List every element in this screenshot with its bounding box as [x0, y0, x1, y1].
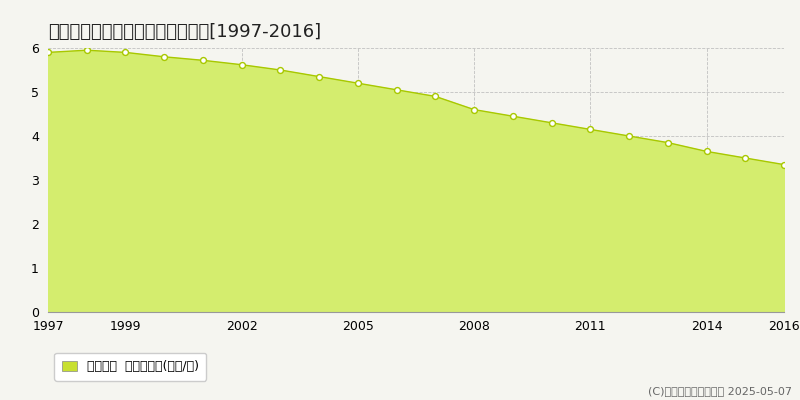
- Point: [42, 49, 54, 56]
- Point: [662, 140, 674, 146]
- Point: [274, 67, 287, 73]
- Point: [545, 120, 558, 126]
- Point: [351, 80, 364, 86]
- Point: [158, 54, 170, 60]
- Point: [80, 47, 93, 53]
- Point: [622, 133, 635, 139]
- Point: [700, 148, 713, 155]
- Point: [506, 113, 519, 119]
- Point: [584, 126, 597, 132]
- Point: [235, 62, 248, 68]
- Text: (C)土地価格ドットコム 2025-05-07: (C)土地価格ドットコム 2025-05-07: [648, 386, 792, 396]
- Point: [197, 57, 210, 64]
- Point: [313, 74, 326, 80]
- Legend: 基準地価  平均坪単価(万円/坪): 基準地価 平均坪単価(万円/坪): [54, 352, 206, 380]
- Point: [119, 49, 132, 56]
- Point: [739, 155, 752, 161]
- Point: [429, 93, 442, 100]
- Text: 多気郡多気町平谷　基準地価推移[1997-2016]: 多気郡多気町平谷 基準地価推移[1997-2016]: [48, 23, 321, 41]
- Point: [468, 106, 481, 113]
- Point: [390, 87, 403, 93]
- Point: [778, 162, 790, 168]
